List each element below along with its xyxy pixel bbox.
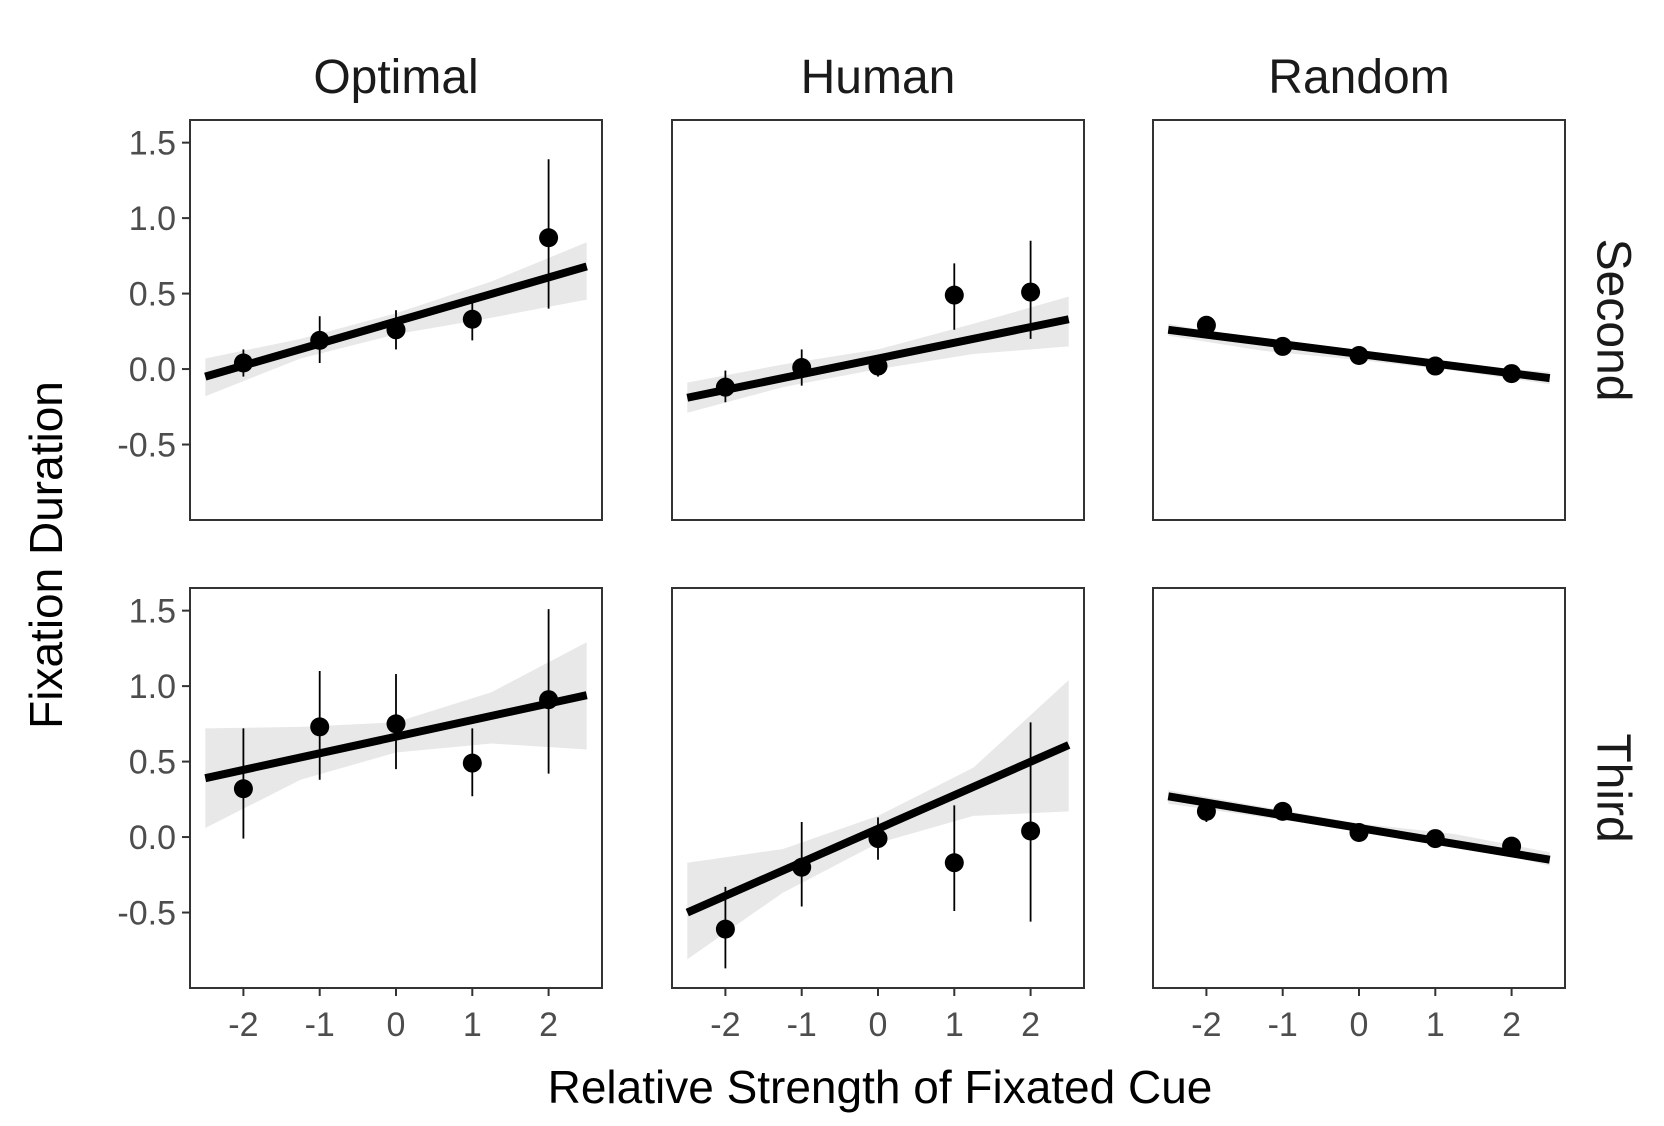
data-point-optimal-second <box>462 309 482 329</box>
data-point-human-third <box>944 853 964 873</box>
data-point-random-second <box>1502 364 1522 384</box>
row-title-third: Third <box>1587 733 1640 842</box>
data-point-human-third <box>715 919 735 939</box>
data-point-random-second <box>1196 315 1216 335</box>
x-tick-label-human-third: 1 <box>945 1006 964 1044</box>
panel-frame-random-second <box>1152 119 1566 521</box>
data-point-human-second <box>792 358 812 378</box>
x-tick-label-human-third: -2 <box>710 1006 740 1044</box>
column-title-human: Human <box>801 51 956 104</box>
x-tick-label-optimal-third: -1 <box>305 1006 335 1044</box>
data-point-random-third <box>1273 801 1293 821</box>
data-point-random-third <box>1196 801 1216 821</box>
data-point-optimal-second <box>233 353 253 373</box>
data-point-optimal-third <box>386 714 406 734</box>
x-tick-label-random-third: -1 <box>1268 1006 1298 1044</box>
x-tick-label-optimal-third: 1 <box>463 1006 482 1044</box>
y-tick-label-optimal-third: 1.0 <box>129 668 176 706</box>
x-tick-label-optimal-third: 2 <box>539 1006 558 1044</box>
x-tick-label-human-third: 2 <box>1021 1006 1040 1044</box>
column-title-random: Random <box>1268 51 1449 104</box>
data-point-random-second <box>1425 356 1445 376</box>
data-point-human-third <box>1021 821 1041 841</box>
x-tick-label-random-third: 2 <box>1502 1006 1521 1044</box>
data-point-human-second <box>1021 282 1041 302</box>
y-tick-label-optimal-second: 0.5 <box>129 276 176 314</box>
y-tick-label-optimal-second: 0.0 <box>129 351 176 389</box>
panel-frame-optimal-second <box>189 119 603 521</box>
y-axis-title: Fixation Duration <box>20 381 72 729</box>
column-title-optimal: Optimal <box>313 51 478 104</box>
x-tick-label-human-third: 0 <box>869 1006 888 1044</box>
data-point-human-second <box>944 285 964 305</box>
y-tick-label-optimal-third: 1.5 <box>129 593 176 631</box>
data-point-human-second <box>868 356 888 376</box>
data-point-random-third <box>1502 836 1522 856</box>
y-tick-label-optimal-third: -0.5 <box>117 895 176 933</box>
x-tick-label-human-third: -1 <box>787 1006 817 1044</box>
data-point-human-second <box>715 377 735 397</box>
x-tick-label-optimal-third: -2 <box>228 1006 258 1044</box>
data-point-human-third <box>868 829 888 849</box>
data-point-optimal-third <box>310 717 330 737</box>
x-tick-label-random-third: 1 <box>1426 1006 1445 1044</box>
y-tick-label-optimal-third: 0.5 <box>129 744 176 782</box>
x-tick-label-optimal-third: 0 <box>387 1006 406 1044</box>
panel-frame-human-second <box>671 119 1085 521</box>
data-point-random-third <box>1425 829 1445 849</box>
data-point-optimal-second <box>310 330 330 350</box>
data-point-random-second <box>1273 336 1293 356</box>
data-point-optimal-second <box>386 320 406 340</box>
y-tick-label-optimal-second: -0.5 <box>117 427 176 465</box>
y-tick-label-optimal-second: 1.0 <box>129 200 176 238</box>
panels-layer: Optimal Human Random Second Third -0.5 0.0 0.5 1… <box>117 51 1639 1044</box>
data-point-human-third <box>792 857 812 877</box>
data-point-random-second <box>1349 345 1369 365</box>
data-point-optimal-third <box>462 753 482 773</box>
row-title-second: Second <box>1587 239 1640 402</box>
data-point-optimal-third <box>233 779 253 799</box>
panel-frame-random-third <box>1152 587 1566 989</box>
y-tick-label-optimal-third: 0.0 <box>129 819 176 857</box>
data-point-random-third <box>1349 823 1369 843</box>
x-tick-label-random-third: -2 <box>1191 1006 1221 1044</box>
data-point-optimal-second <box>539 228 559 248</box>
data-point-optimal-third <box>539 690 559 710</box>
x-tick-label-random-third: 0 <box>1350 1006 1369 1044</box>
y-tick-label-optimal-second: 1.5 <box>129 125 176 163</box>
x-axis-title: Relative Strength of Fixated Cue <box>548 1061 1213 1113</box>
